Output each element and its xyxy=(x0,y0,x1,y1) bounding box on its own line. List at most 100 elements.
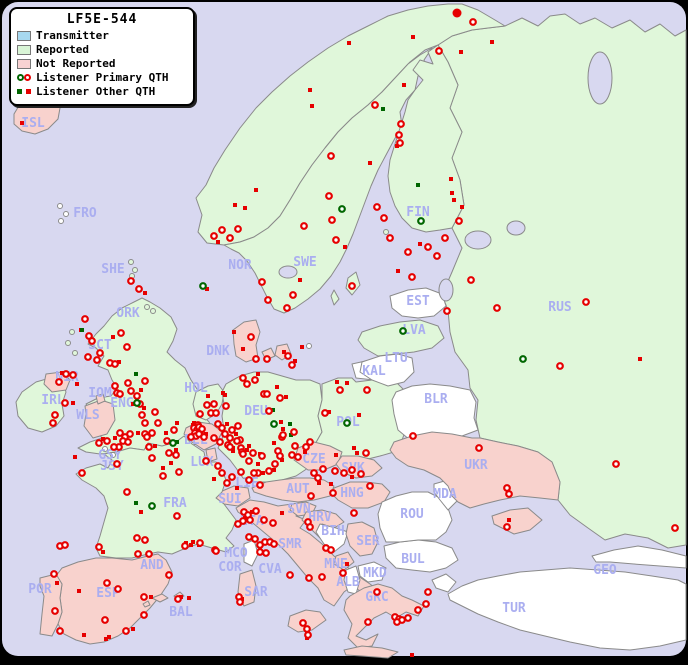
listener-primary-qth-marker xyxy=(243,380,251,388)
country-bih xyxy=(315,523,349,553)
listener-other-qth-marker xyxy=(142,406,146,410)
listener-primary-qth-marker xyxy=(170,426,178,434)
listener-primary-qth-marker xyxy=(245,533,253,541)
listener-other-qth-marker xyxy=(241,347,245,351)
legend-label-reported: Reported xyxy=(36,43,89,56)
listener-primary-qth-alt-marker xyxy=(270,420,278,428)
listener-primary-qth-marker xyxy=(435,47,443,55)
lake xyxy=(278,265,298,279)
country-iom xyxy=(95,393,106,405)
country-label-esp: ESP xyxy=(96,586,120,601)
country-geo xyxy=(591,545,687,569)
listener-other-qth-marker xyxy=(335,380,339,384)
listener-primary-qth-marker xyxy=(175,468,183,476)
country-label-hrv: HRV xyxy=(308,510,332,525)
listener-primary-qth-icons xyxy=(17,74,31,81)
listener-primary-qth-marker xyxy=(202,457,210,465)
listener-other-qth-marker xyxy=(104,637,108,641)
listener-primary-qth-marker xyxy=(210,434,218,442)
listener-primary-qth-marker xyxy=(140,593,148,601)
listener-primary-qth-marker xyxy=(148,454,156,462)
country-label-lva: LVA xyxy=(402,323,426,338)
islet xyxy=(110,452,116,458)
listener-primary-qth-marker xyxy=(116,429,124,437)
listener-primary-qth-marker xyxy=(612,460,620,468)
listener-primary-qth-marker xyxy=(467,276,475,284)
country-label-nor: NOR xyxy=(228,258,252,273)
listener-primary-qth-marker xyxy=(348,466,356,474)
listener-primary-qth-marker xyxy=(251,535,259,543)
listener-primary-qth-marker xyxy=(303,625,311,633)
listener-other-qth-marker xyxy=(175,421,179,425)
listener-primary-qth-marker xyxy=(145,550,153,558)
listener-primary-qth-marker xyxy=(256,548,264,556)
legend-label-transmitter: Transmitter xyxy=(36,29,109,42)
listener-other-qth-marker xyxy=(206,394,210,398)
country-tur2 xyxy=(431,573,457,593)
listener-other-qth-alt-marker xyxy=(80,328,84,332)
listener-other-qth-marker xyxy=(117,360,121,364)
listener-primary-qth-marker xyxy=(279,431,287,439)
islet xyxy=(150,308,156,314)
listener-primary-qth-marker xyxy=(404,614,412,622)
islet xyxy=(63,211,69,217)
country-ser xyxy=(345,521,379,557)
listener-primary-qth-marker xyxy=(291,442,299,450)
listener-primary-qth-marker xyxy=(143,433,151,441)
listener-primary-qth-marker xyxy=(196,539,204,547)
listener-primary-qth-marker xyxy=(133,534,141,542)
listener-other-qth-marker xyxy=(101,550,105,554)
listener-primary-qth-marker xyxy=(154,419,162,427)
listener-primary-qth-marker xyxy=(256,481,264,489)
listener-other-qth-marker xyxy=(368,161,372,165)
listener-other-qth-marker xyxy=(233,203,237,207)
country-dnk xyxy=(232,319,261,363)
country-grc xyxy=(343,583,425,649)
listener-primary-qth-marker xyxy=(159,472,167,480)
listener-primary-qth-marker xyxy=(304,631,312,639)
country-label-bal: BAL xyxy=(169,605,193,620)
listener-primary-qth-marker xyxy=(141,419,149,427)
listener-other-qth-marker xyxy=(169,461,173,465)
country-label-cva: CVA xyxy=(258,562,282,577)
red-circle-icon xyxy=(24,74,31,81)
listener-other-qth-marker xyxy=(205,287,209,291)
listener-primary-qth-marker xyxy=(239,374,247,382)
listener-other-qth-marker xyxy=(449,177,453,181)
listener-primary-qth-marker xyxy=(263,390,271,398)
legend-label-other-qth: Listener Other QTH xyxy=(36,85,156,98)
country-label-cze: CZE xyxy=(302,452,325,467)
country-label-ser: SER xyxy=(356,534,380,549)
listener-other-qth-marker xyxy=(507,518,511,522)
country-label-she: SHE xyxy=(101,262,124,277)
listener-primary-qth-marker xyxy=(181,542,189,550)
country-label-deu: DEU xyxy=(244,404,268,419)
country-label-grc: GRC xyxy=(365,590,388,605)
listener-other-qth-marker xyxy=(153,444,157,448)
listener-primary-qth-marker xyxy=(306,438,314,446)
listener-other-qth-marker xyxy=(345,562,349,566)
lake xyxy=(464,230,492,250)
listener-other-qth-marker xyxy=(350,475,354,479)
islet xyxy=(58,218,64,224)
listener-primary-qth-marker xyxy=(319,465,327,473)
listener-primary-qth-marker xyxy=(234,520,242,528)
country-ukr xyxy=(389,431,561,509)
listener-primary-qth-marker xyxy=(95,439,103,447)
legend-box: LF5E-544 Transmitter Reported Not Report… xyxy=(9,7,195,106)
listener-other-qth-marker xyxy=(347,41,351,45)
listener-primary-qth-marker xyxy=(373,588,381,596)
listener-primary-qth-marker xyxy=(165,449,173,457)
listener-primary-qth-marker xyxy=(218,226,226,234)
listener-other-qth-alt-marker xyxy=(134,501,138,505)
listener-primary-qth-marker xyxy=(174,595,182,603)
listener-primary-qth-marker xyxy=(556,362,564,370)
listener-primary-qth-marker xyxy=(251,376,259,384)
listener-other-qth-marker xyxy=(308,88,312,92)
islet xyxy=(144,304,150,310)
listener-other-qth-marker xyxy=(450,191,454,195)
listener-other-qth-marker xyxy=(345,381,349,385)
listener-other-qth-marker xyxy=(189,543,193,547)
legend-row-transmitter: Transmitter xyxy=(17,29,187,42)
